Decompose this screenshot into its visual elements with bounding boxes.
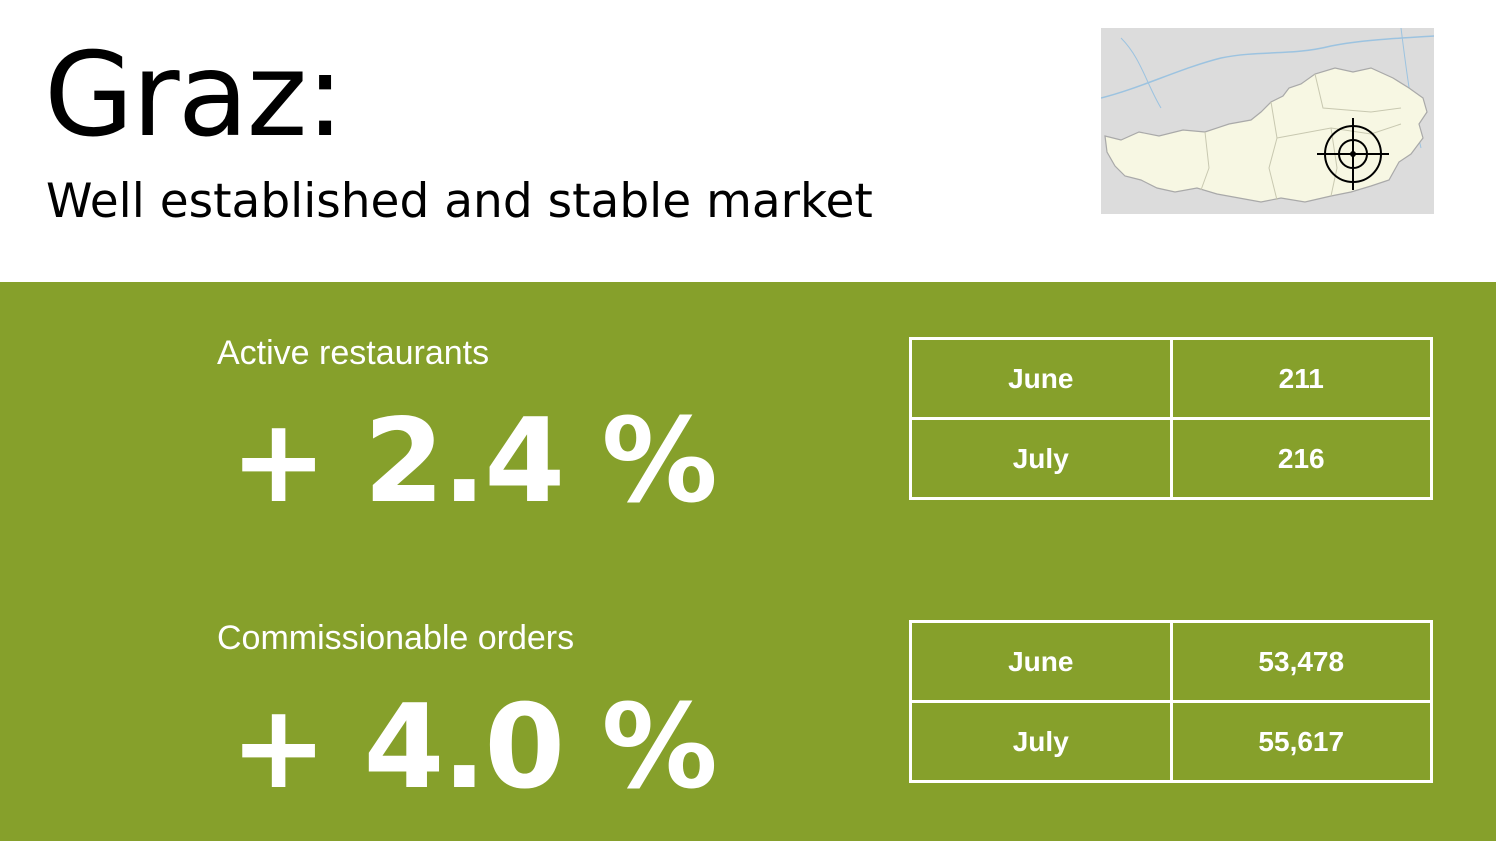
- metric-value-active-restaurants: + 2.4 %: [230, 394, 718, 529]
- table-row: July 55,617: [909, 700, 1433, 783]
- table-cell-value: 53,478: [1169, 620, 1433, 703]
- metric-label-active-restaurants: Active restaurants: [217, 334, 490, 372]
- table-row: June 53,478: [909, 620, 1433, 703]
- austria-map: [1101, 28, 1434, 214]
- table-cell-value: 55,617: [1169, 700, 1433, 783]
- metric-value-commissionable-orders: + 4.0 %: [230, 680, 718, 815]
- commissionable-orders-table: June 53,478 July 55,617: [909, 620, 1433, 783]
- crosshair-target-icon: [1317, 118, 1389, 190]
- table-cell-month: July: [909, 417, 1173, 500]
- table-cell-month: July: [909, 700, 1173, 783]
- table-cell-value: 211: [1169, 337, 1433, 420]
- table-cell-month: June: [909, 620, 1173, 703]
- table-row: June 211: [909, 337, 1433, 420]
- page-subtitle: Well established and stable market: [46, 174, 873, 229]
- metric-label-commissionable-orders: Commissionable orders: [217, 619, 575, 657]
- page-title: Graz:: [44, 28, 345, 163]
- table-row: July 216: [909, 417, 1433, 500]
- table-cell-month: June: [909, 337, 1173, 420]
- austria-map-icon: [1101, 28, 1434, 214]
- active-restaurants-table: June 211 July 216: [909, 337, 1433, 500]
- table-cell-value: 216: [1169, 417, 1433, 500]
